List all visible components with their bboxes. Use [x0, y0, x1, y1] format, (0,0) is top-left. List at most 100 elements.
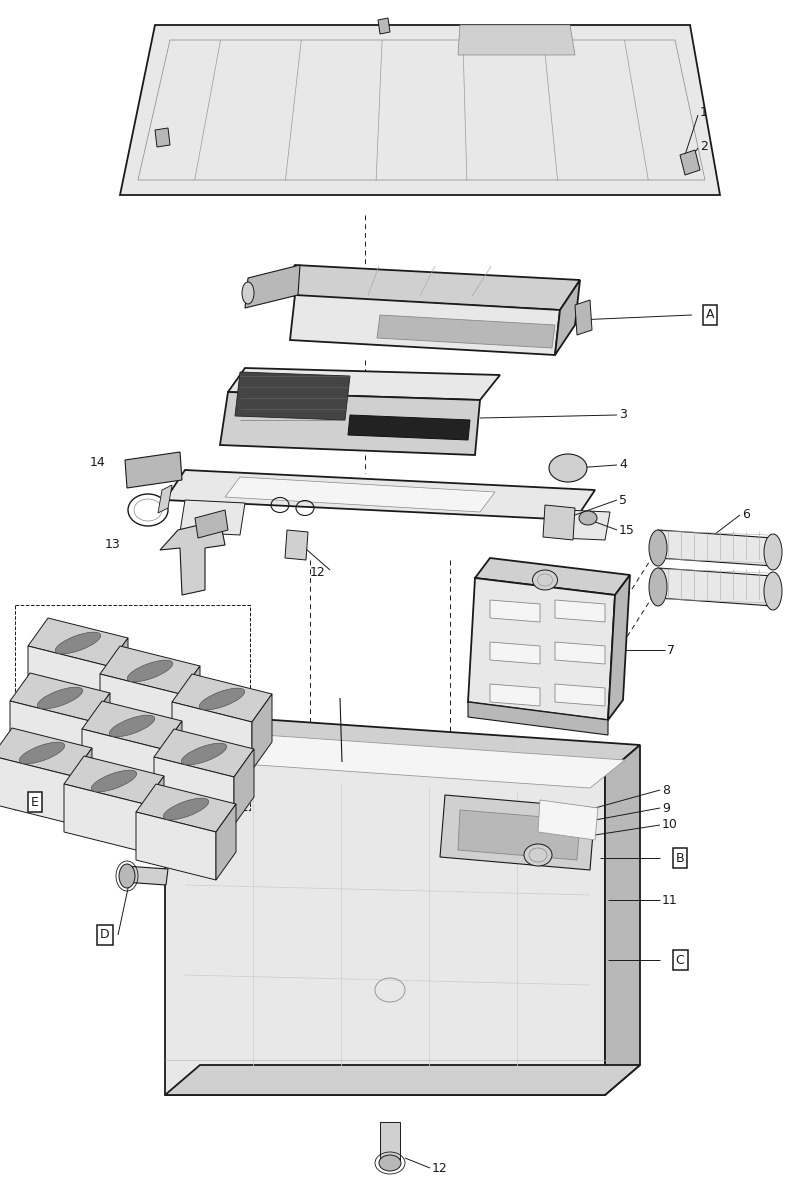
Polygon shape [555, 642, 605, 664]
Polygon shape [348, 415, 470, 440]
Polygon shape [165, 745, 605, 1094]
Polygon shape [377, 314, 555, 348]
Polygon shape [10, 673, 110, 721]
Polygon shape [180, 500, 245, 535]
Polygon shape [228, 368, 500, 400]
Polygon shape [154, 757, 234, 826]
Polygon shape [172, 674, 272, 722]
Text: 14: 14 [90, 456, 106, 468]
Ellipse shape [127, 660, 173, 682]
Polygon shape [155, 128, 170, 146]
Polygon shape [28, 618, 128, 666]
Polygon shape [555, 280, 580, 355]
Ellipse shape [164, 798, 209, 820]
Text: 8: 8 [662, 784, 670, 797]
Ellipse shape [764, 572, 782, 610]
Polygon shape [162, 721, 182, 797]
Text: 3: 3 [619, 408, 627, 421]
Text: 5: 5 [619, 493, 627, 506]
Ellipse shape [549, 454, 587, 482]
Polygon shape [123, 866, 168, 886]
Ellipse shape [199, 688, 245, 710]
Polygon shape [458, 810, 580, 860]
Polygon shape [0, 756, 72, 824]
Polygon shape [468, 578, 615, 720]
Polygon shape [490, 642, 540, 664]
Polygon shape [658, 568, 773, 606]
Ellipse shape [764, 534, 782, 570]
Polygon shape [216, 804, 236, 880]
Polygon shape [378, 18, 390, 34]
Ellipse shape [579, 511, 597, 526]
Polygon shape [165, 715, 640, 775]
Polygon shape [543, 505, 575, 540]
Polygon shape [440, 794, 595, 870]
Text: 4: 4 [619, 458, 627, 472]
Text: 12: 12 [310, 565, 326, 578]
Polygon shape [234, 749, 254, 826]
Text: 9: 9 [662, 802, 670, 815]
Text: 1: 1 [700, 107, 708, 120]
Polygon shape [136, 784, 236, 832]
Polygon shape [165, 1066, 640, 1094]
Polygon shape [380, 1122, 400, 1160]
Text: D: D [100, 929, 110, 942]
Polygon shape [72, 748, 92, 824]
Text: 7: 7 [667, 643, 675, 656]
Polygon shape [100, 674, 180, 742]
Polygon shape [82, 728, 162, 797]
Ellipse shape [533, 570, 557, 590]
Polygon shape [180, 666, 200, 742]
Text: 10: 10 [662, 818, 678, 832]
Polygon shape [290, 295, 560, 355]
Text: 11: 11 [662, 894, 678, 906]
Polygon shape [10, 701, 90, 769]
Polygon shape [468, 702, 608, 734]
Text: 15: 15 [619, 523, 635, 536]
Polygon shape [555, 684, 605, 706]
Polygon shape [538, 800, 598, 840]
Polygon shape [658, 530, 773, 566]
Ellipse shape [56, 632, 101, 654]
Polygon shape [125, 452, 182, 488]
Polygon shape [172, 702, 252, 770]
Polygon shape [100, 646, 200, 694]
Polygon shape [82, 701, 182, 749]
Polygon shape [285, 530, 308, 560]
Polygon shape [64, 756, 164, 804]
Ellipse shape [119, 864, 135, 888]
Polygon shape [64, 784, 144, 852]
Polygon shape [0, 728, 92, 776]
Text: 6: 6 [742, 509, 750, 522]
Polygon shape [136, 812, 216, 880]
Polygon shape [185, 732, 625, 788]
Ellipse shape [524, 844, 552, 866]
Ellipse shape [649, 568, 667, 606]
Text: C: C [676, 954, 684, 966]
Polygon shape [575, 300, 592, 335]
Polygon shape [608, 575, 630, 720]
Ellipse shape [91, 770, 137, 792]
Text: A: A [706, 308, 715, 322]
Polygon shape [165, 470, 595, 520]
Polygon shape [235, 372, 350, 420]
Polygon shape [605, 745, 640, 1094]
Text: 13: 13 [105, 539, 121, 552]
Ellipse shape [19, 742, 64, 764]
Polygon shape [144, 776, 164, 852]
Text: E: E [31, 796, 39, 809]
Polygon shape [555, 600, 605, 622]
Polygon shape [195, 510, 228, 538]
Ellipse shape [242, 282, 254, 304]
Polygon shape [245, 265, 300, 308]
Polygon shape [252, 694, 272, 770]
Polygon shape [120, 25, 720, 194]
Polygon shape [490, 684, 540, 706]
Ellipse shape [181, 743, 227, 764]
Text: 2: 2 [700, 140, 708, 154]
Polygon shape [275, 265, 580, 310]
Polygon shape [90, 692, 110, 769]
Ellipse shape [110, 715, 155, 737]
Text: B: B [676, 852, 684, 864]
Text: 12: 12 [432, 1162, 448, 1175]
